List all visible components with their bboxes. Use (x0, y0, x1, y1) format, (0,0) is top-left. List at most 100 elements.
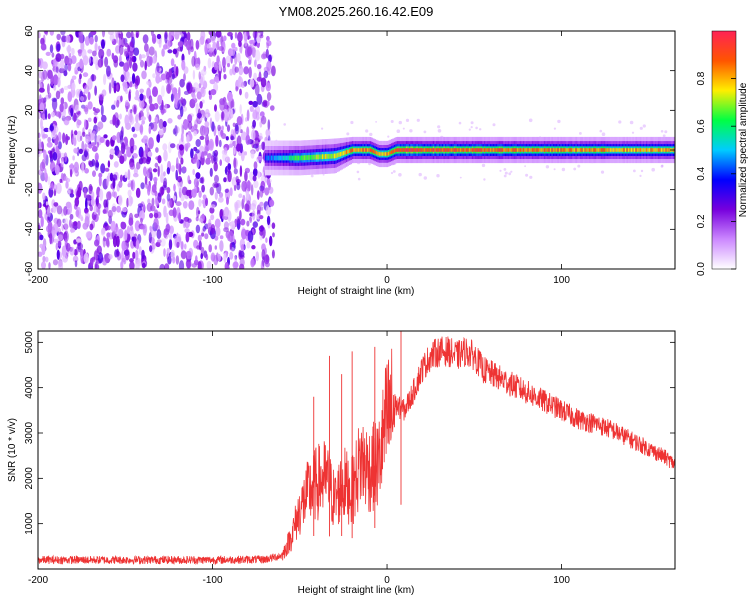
heatmap-cell (104, 56, 109, 68)
heatmap-cell (283, 123, 287, 126)
heatmap-cell (481, 163, 486, 168)
heatmap-cell (417, 148, 420, 152)
heatmap-cell (338, 152, 340, 157)
heatmap-cell (396, 148, 399, 152)
heatmap-cell (151, 33, 157, 45)
heatmap-cell (240, 218, 246, 226)
colorbar-tick-label: 0.8 (696, 71, 707, 85)
heatmap-cell (38, 31, 41, 39)
heatmap-cell (120, 260, 124, 269)
heatmap-cell (133, 167, 138, 175)
heatmap-cell (204, 233, 209, 240)
heatmap-cell (120, 74, 125, 83)
heatmap-cell (124, 229, 128, 241)
spectrogram-y-tick-label: -20 (24, 182, 35, 197)
heatmap-cell (218, 196, 224, 203)
heatmap-cell (214, 191, 218, 200)
heatmap-cell (195, 40, 200, 50)
heatmap-cell (180, 241, 184, 250)
heatmap-cell (139, 100, 145, 109)
heatmap-cell (101, 227, 106, 234)
heatmap-cell (71, 82, 76, 91)
heatmap-cell (234, 31, 238, 39)
heatmap-cell (390, 171, 394, 175)
heatmap-cell (47, 113, 51, 120)
heatmap-cell (467, 148, 469, 152)
heatmap-cell (563, 148, 565, 152)
heatmap-cell (464, 148, 466, 152)
heatmap-cell (284, 155, 286, 161)
heatmap-cell (605, 148, 607, 152)
heatmap-cell (265, 128, 271, 137)
heatmap-cell (89, 36, 94, 45)
heatmap-cell (581, 148, 583, 152)
heatmap-cell (218, 70, 222, 82)
heatmap-cell (198, 218, 203, 222)
heatmap-cell (195, 224, 201, 234)
heatmap-cell (573, 167, 577, 171)
heatmap-cell (229, 251, 234, 260)
heatmap-cell (624, 148, 627, 152)
heatmap-cell (545, 148, 547, 152)
heatmap-cell (163, 149, 168, 162)
heatmap-cell (56, 33, 61, 41)
heatmap-cell (112, 135, 117, 141)
heatmap-cell (208, 138, 214, 151)
heatmap-cell (139, 210, 145, 221)
spectrogram-y-tick-label: 20 (24, 104, 35, 116)
heatmap-cell (471, 148, 474, 152)
heatmap-cell (118, 194, 123, 206)
heatmap-cell (77, 220, 81, 230)
heatmap-cell (160, 85, 165, 98)
heatmap-cell (665, 148, 667, 152)
heatmap-cell (191, 97, 198, 104)
heatmap-cell (156, 239, 162, 244)
heatmap-cell (426, 148, 429, 152)
heatmap-cell (141, 249, 145, 260)
heatmap-cell (582, 148, 585, 152)
heatmap-cell (620, 148, 622, 152)
heatmap-cell (513, 148, 516, 152)
snr-y-label: SNR (10 * v/v) (7, 418, 18, 482)
heatmap-cell (134, 122, 141, 132)
heatmap-cell (201, 184, 206, 193)
heatmap-cell (122, 207, 127, 213)
heatmap-cell (220, 129, 224, 137)
heatmap-cell (639, 126, 643, 130)
heatmap-cell (357, 177, 361, 181)
heatmap-cell (458, 148, 460, 152)
heatmap-cell (600, 148, 603, 152)
heatmap-cell (172, 207, 177, 218)
heatmap-cell (101, 31, 106, 38)
heatmap-cell (238, 65, 244, 76)
heatmap-cell (84, 168, 89, 174)
heatmap-cell (268, 186, 274, 194)
heatmap-cell (135, 239, 140, 250)
heatmap-cell (196, 91, 202, 100)
heatmap-cell (38, 209, 43, 219)
heatmap-cell (170, 93, 174, 102)
heatmap-cell (561, 167, 566, 172)
heatmap-cell (175, 66, 179, 77)
heatmap-cell (67, 203, 73, 215)
heatmap-cell (134, 96, 139, 101)
heatmap-cell (147, 184, 151, 192)
heatmap-cell (87, 117, 92, 123)
heatmap-cell (177, 175, 182, 183)
heatmap-cell (271, 249, 275, 259)
spectrogram-x-tick-label: 0 (384, 275, 390, 286)
heatmap-cell (347, 149, 349, 154)
heatmap-cell (199, 101, 203, 109)
heatmap-cell (131, 126, 136, 132)
heatmap-cell (80, 96, 84, 102)
heatmap-cell (196, 112, 202, 119)
heatmap-cell (257, 170, 261, 179)
heatmap-cell (83, 187, 87, 199)
heatmap-cell (537, 148, 540, 152)
heatmap-cell (647, 148, 649, 152)
spectrogram-y-tick-label: 0 (24, 147, 35, 153)
heatmap-cell (482, 148, 484, 152)
heatmap-cell (524, 165, 526, 168)
heatmap-cell (94, 159, 99, 172)
heatmap-cell (281, 155, 283, 161)
